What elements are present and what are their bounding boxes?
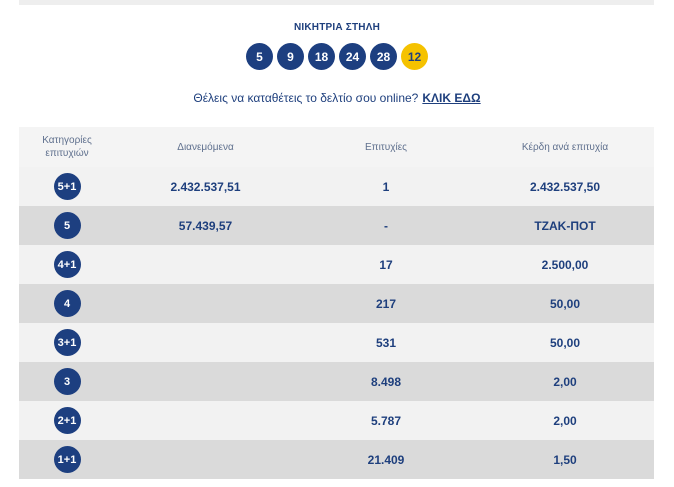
winners-value: 1 bbox=[382, 179, 390, 194]
winners-value: 217 bbox=[375, 296, 397, 311]
table-row: 5+1 2.432.537,51 1 2.432.537,50 bbox=[19, 167, 654, 206]
click-here-link[interactable]: ΚΛΙΚ ΕΔΩ bbox=[422, 91, 481, 105]
prize-value: ΤΖΑΚ-ΠΟΤ bbox=[534, 218, 596, 233]
table-row: 3 8.498 2,00 bbox=[19, 362, 654, 401]
table-row: 5 57.439,57 - ΤΖΑΚ-ΠΟΤ bbox=[19, 206, 654, 245]
category-badge: 3+1 bbox=[53, 329, 81, 356]
header-prize-per-winner: Κέρδη ανά επιτυχία bbox=[521, 141, 609, 153]
winning-numbers: 5 9 18 24 28 12 bbox=[0, 43, 674, 70]
bonus-ball: 12 bbox=[401, 43, 428, 70]
table-header: Κατηγορίες επιτυχιών Διανεμόμενα Επιτυχί… bbox=[19, 127, 654, 167]
number-ball: 18 bbox=[308, 43, 335, 70]
prize-value: 2,00 bbox=[553, 374, 577, 389]
category-badge: 5+1 bbox=[53, 173, 81, 200]
distributed-value: 2.432.537,51 bbox=[170, 179, 241, 194]
category-badge: 1+1 bbox=[53, 446, 81, 473]
winners-value: 21.409 bbox=[367, 452, 405, 467]
table-row: 3+1 531 50,00 bbox=[19, 323, 654, 362]
winners-value: 5.787 bbox=[370, 413, 402, 428]
online-bet-prompt: Θέλεις να καταθέτεις το δελτίο σου onlin… bbox=[0, 91, 674, 105]
category-badge: 4 bbox=[53, 290, 81, 317]
winners-value: 531 bbox=[375, 335, 397, 350]
table-row: 4+1 17 2.500,00 bbox=[19, 245, 654, 284]
header-distributed: Διανεμόμενα bbox=[177, 141, 234, 153]
header-categories: Κατηγορίες επιτυχιών bbox=[42, 135, 92, 159]
number-ball: 9 bbox=[277, 43, 304, 70]
top-divider bbox=[19, 0, 654, 5]
winners-value: 8.498 bbox=[370, 374, 402, 389]
distributed-value: 57.439,57 bbox=[178, 218, 233, 233]
header-winners: Επιτυχίες bbox=[365, 141, 407, 153]
table-row: 4 217 50,00 bbox=[19, 284, 654, 323]
number-ball: 28 bbox=[370, 43, 397, 70]
category-badge: 3 bbox=[53, 368, 81, 395]
category-badge: 2+1 bbox=[53, 407, 81, 434]
prize-value: 50,00 bbox=[549, 335, 581, 350]
number-ball: 24 bbox=[339, 43, 366, 70]
winners-value: - bbox=[384, 218, 388, 233]
table-row: 1+1 21.409 1,50 bbox=[19, 440, 654, 479]
winners-value: 17 bbox=[379, 257, 393, 272]
online-bet-text: Θέλεις να καταθέτεις το δελτίο σου onlin… bbox=[193, 91, 419, 105]
prize-value: 2.500,00 bbox=[541, 257, 589, 272]
prize-value: 1,50 bbox=[553, 452, 577, 467]
prize-value: 2,00 bbox=[553, 413, 577, 428]
number-ball: 5 bbox=[246, 43, 273, 70]
winning-column-heading: ΝΙΚΗΤΡΙΑ ΣΤΗΛΗ bbox=[293, 22, 381, 33]
prize-value: 2.432.537,50 bbox=[529, 179, 601, 194]
prize-table: Κατηγορίες επιτυχιών Διανεμόμενα Επιτυχί… bbox=[19, 127, 654, 479]
category-badge: 4+1 bbox=[53, 251, 81, 278]
category-badge: 5 bbox=[53, 212, 81, 239]
table-row: 2+1 5.787 2,00 bbox=[19, 401, 654, 440]
prize-value: 50,00 bbox=[549, 296, 581, 311]
